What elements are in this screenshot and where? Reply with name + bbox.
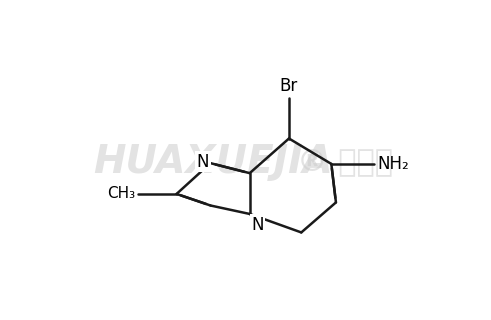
Text: Br: Br [280,77,298,95]
Text: N: N [251,215,264,234]
Text: ® 化学加: ® 化学加 [297,147,393,176]
Text: HUAXUEJIA: HUAXUEJIA [93,143,332,180]
Text: NH₂: NH₂ [378,155,409,173]
Text: CH₃: CH₃ [107,187,135,202]
Text: N: N [196,153,209,171]
